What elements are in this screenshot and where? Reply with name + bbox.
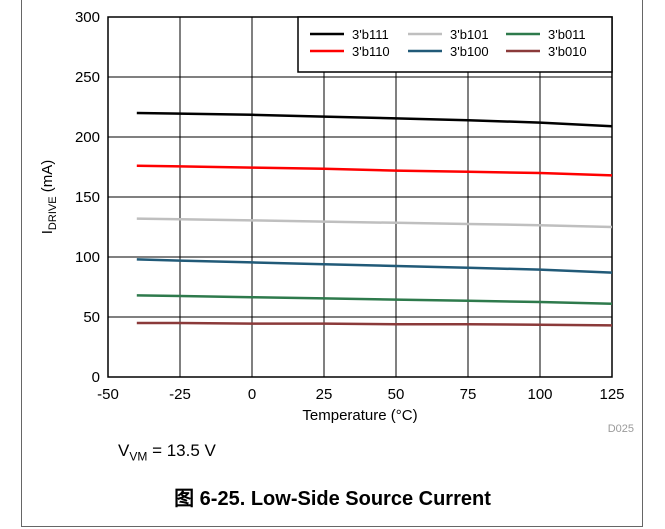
x-tick-label: 100 — [527, 386, 552, 403]
y-tick-label: 300 — [75, 9, 100, 26]
y-tick-label: 200 — [75, 129, 100, 146]
legend-label: 3'b111 — [352, 27, 389, 42]
x-tick-label: 25 — [316, 386, 333, 403]
series-line — [136, 217, 613, 229]
legend-label: 3'b101 — [450, 27, 489, 42]
y-tick-label: 250 — [75, 69, 100, 86]
line-chart: -50 -25 0 25 50 75 100 125 0 50 100 150 200 250 300 T… — [39, 9, 634, 435]
series-line — [136, 321, 613, 327]
grid-lines — [107, 16, 613, 378]
series-line — [136, 111, 613, 128]
series-line — [136, 294, 613, 306]
y-tick-label: 0 — [92, 369, 100, 386]
legend: 3'b111 3'b101 3'b011 3'b110 3'b100 3'b010 — [297, 16, 613, 73]
x-tick-labels: -50 -25 0 25 50 75 100 125 — [97, 386, 624, 403]
legend-label: 3'b010 — [548, 44, 587, 59]
figure-frame — [21, 0, 643, 527]
figure-caption: 图 6-25. Low-Side Source Current — [174, 488, 491, 510]
series-line — [136, 164, 613, 177]
legend-label: 3'b011 — [548, 27, 586, 42]
test-condition: VVM = 13.5 V — [118, 441, 216, 464]
y-axis-label: IDRIVE (mA) — [39, 160, 59, 234]
legend-label: 3'b110 — [352, 44, 390, 59]
series-lines — [136, 111, 613, 327]
figure-code: D025 — [608, 423, 634, 435]
legend-box — [297, 16, 613, 73]
legend-label: 3'b100 — [450, 44, 489, 59]
x-tick-label: 75 — [460, 386, 477, 403]
y-tick-label: 100 — [75, 249, 100, 266]
x-tick-label: 0 — [248, 386, 256, 403]
y-tick-labels: 0 50 100 150 200 250 300 — [75, 9, 100, 386]
x-tick-label: 125 — [599, 386, 624, 403]
y-tick-label: 150 — [75, 189, 100, 206]
x-tick-label: -50 — [97, 386, 119, 403]
series-line — [136, 258, 613, 274]
x-axis-label: Temperature (°C) — [302, 407, 417, 424]
x-tick-label: 50 — [388, 386, 405, 403]
x-tick-label: -25 — [169, 386, 191, 403]
y-tick-label: 50 — [83, 309, 100, 326]
